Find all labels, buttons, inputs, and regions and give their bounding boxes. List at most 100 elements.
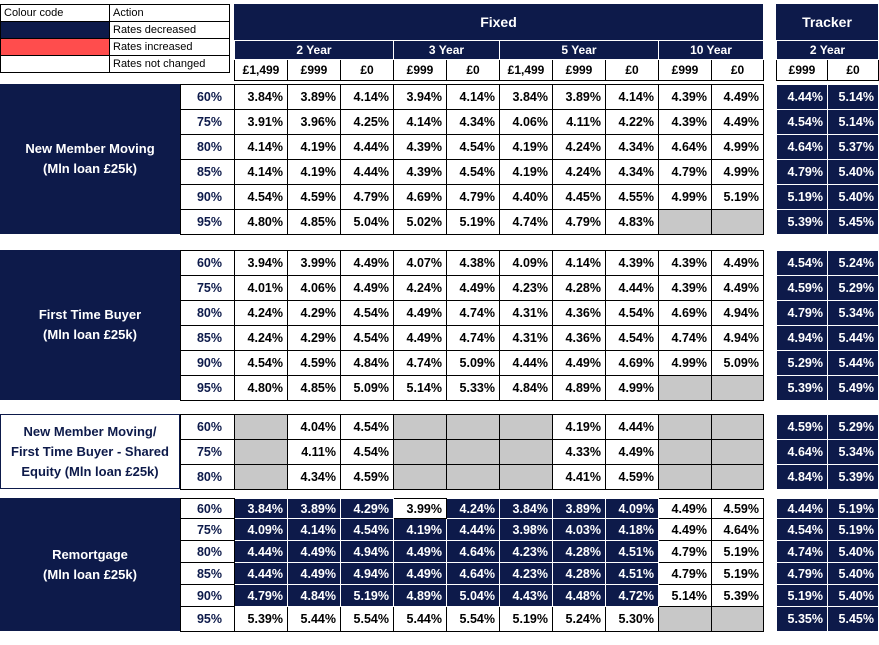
rate-cell — [658, 464, 712, 490]
rate-cell: 4.55% — [605, 184, 659, 210]
term-3-year: 3 Year — [393, 40, 500, 60]
rate-cell: 4.69% — [658, 300, 712, 326]
rate-cell: 4.80% — [234, 209, 288, 235]
rate-cell — [499, 414, 553, 440]
rate-row: 90% 4.54% 4.59% 4.79% 4.69% 4.79% 4.40% 4.45% 4.… — [180, 184, 764, 210]
rate-cell: 4.03% — [552, 518, 606, 541]
tracker-rate-cell: 4.79% — [776, 300, 828, 326]
rate-cell: 5.19% — [711, 562, 764, 585]
rate-cell: 4.54% — [340, 439, 394, 465]
tracker-rate-cell: 4.94% — [776, 325, 828, 351]
rate-cell — [446, 439, 500, 465]
rate-row: 80% 4.14% 4.19% 4.44% 4.39% 4.54% 4.19% 4.24% 4.… — [180, 134, 764, 160]
legend-swatch-increased — [0, 38, 110, 56]
rate-cell: 3.84% — [234, 498, 288, 519]
rate-cell: 4.49% — [393, 325, 447, 351]
rate-cell: 4.74% — [446, 325, 500, 351]
rate-row: 80% 4.24% 4.29% 4.54% 4.49% 4.74% 4.31% 4.36% 4.… — [180, 300, 764, 326]
rate-cell: 4.24% — [234, 300, 288, 326]
fixed-rate-table: 60% 4.04% 4.54% 4.19% 4.44% 75% 4.11% 4.54% 4.33… — [180, 414, 764, 490]
rate-cell: 4.19% — [499, 159, 553, 185]
rate-cell: 4.11% — [552, 109, 606, 135]
term-5-year: 5 Year — [499, 40, 659, 60]
rate-cell — [711, 439, 764, 465]
rate-cell: 4.94% — [711, 300, 764, 326]
rate-cell: 4.19% — [287, 159, 341, 185]
rate-row: 80% 4.34% 4.59% 4.41% 4.59% — [180, 464, 764, 490]
tracker-rate-cell: 5.45% — [827, 209, 879, 235]
colour-code-legend: Colour code Action Rates decreased Rates… — [0, 4, 230, 73]
rate-cell: 4.54% — [605, 300, 659, 326]
fixed-rate-table: 60% 3.84% 3.89% 4.14% 3.94% 4.14% 3.84% 3.89% 4.… — [180, 84, 764, 235]
rate-cell: 4.72% — [605, 584, 659, 607]
rate-row: 90% 4.54% 4.59% 4.84% 4.74% 5.09% 4.44% 4.49% 4.… — [180, 350, 764, 376]
rate-cell: 4.59% — [711, 498, 764, 519]
rate-cell: 3.99% — [287, 250, 341, 276]
rate-cell: 4.14% — [393, 109, 447, 135]
rate-cell: 4.19% — [499, 134, 553, 160]
rate-row: 75% 4.11% 4.54% 4.33% 4.49% — [180, 439, 764, 465]
rate-cell: 3.84% — [499, 498, 553, 519]
rate-cell: 4.39% — [658, 275, 712, 301]
rate-cell: 4.09% — [234, 518, 288, 541]
tracker-rate-cell: 4.79% — [776, 562, 828, 585]
rate-cell: 3.89% — [552, 498, 606, 519]
rate-cell: 3.91% — [234, 109, 288, 135]
rate-row: 60% 3.84% 3.89% 4.29% 3.99% 4.24% 3.84% 3.89% 4.… — [180, 498, 764, 519]
rate-cell: 4.89% — [393, 584, 447, 607]
rate-cell: 4.19% — [552, 414, 606, 440]
rate-cell: 4.44% — [446, 518, 500, 541]
rate-row: 95% 5.39% 5.44% 5.54% 5.44% 5.54% 5.19% 5.24% 5.… — [180, 606, 764, 632]
rate-cell: 5.09% — [340, 375, 394, 401]
tracker-rate-cell: 4.79% — [776, 159, 828, 185]
ltv-label: 85% — [180, 159, 235, 185]
ltv-label: 90% — [180, 184, 235, 210]
rate-cell: 5.39% — [711, 584, 764, 607]
tracker-rate-cell: 4.54% — [776, 109, 828, 135]
ltv-label: 60% — [180, 250, 235, 276]
tracker-fee: £0 — [827, 59, 879, 81]
rate-cell: 4.49% — [393, 562, 447, 585]
tracker-rate-cell: 5.45% — [827, 606, 879, 632]
rate-cell: 4.09% — [499, 250, 553, 276]
fee-column-header: £1,499 — [499, 59, 553, 81]
ltv-label: 95% — [180, 606, 235, 632]
rate-cell: 4.39% — [658, 84, 712, 110]
rate-row: 85% 4.44% 4.49% 4.94% 4.49% 4.64% 4.23% 4.28% 4.… — [180, 562, 764, 585]
ltv-label: 85% — [180, 325, 235, 351]
rate-cell: 4.38% — [446, 250, 500, 276]
tracker-rate-cell: 5.39% — [776, 375, 828, 401]
tracker-rate-cell: 5.19% — [776, 584, 828, 607]
legend-swatch-unchanged — [0, 55, 110, 73]
tracker-rate-cell: 4.74% — [776, 540, 828, 563]
tracker-rate-cell: 5.40% — [827, 159, 879, 185]
rate-cell: 4.14% — [287, 518, 341, 541]
term-2-year: 2 Year — [234, 40, 394, 60]
ltv-label: 60% — [180, 84, 235, 110]
legend-swatch-decreased — [0, 21, 110, 39]
rate-cell: 5.09% — [446, 350, 500, 376]
rate-row: 60% 3.94% 3.99% 4.49% 4.07% 4.38% 4.09% 4.14% 4.… — [180, 250, 764, 276]
rate-cell: 5.44% — [393, 606, 447, 632]
rate-cell: 4.49% — [711, 84, 764, 110]
tracker-rate-cell: 5.14% — [827, 84, 879, 110]
rate-cell: 4.79% — [234, 584, 288, 607]
rate-cell: 4.64% — [658, 134, 712, 160]
tracker-rate-cell: 5.37% — [827, 134, 879, 160]
rate-row: 60% 3.84% 3.89% 4.14% 3.94% 4.14% 3.84% 3.89% 4.… — [180, 84, 764, 110]
tracker-rate-cell: 5.19% — [827, 518, 879, 541]
ltv-label: 75% — [180, 439, 235, 465]
rate-cell: 4.79% — [340, 184, 394, 210]
rate-cell: 4.14% — [234, 159, 288, 185]
rate-cell: 3.84% — [499, 84, 553, 110]
rate-cell: 5.14% — [393, 375, 447, 401]
rate-cell: 4.19% — [393, 518, 447, 541]
ltv-label: 80% — [180, 464, 235, 490]
term-10-year: 10 Year — [658, 40, 764, 60]
rate-cell: 4.34% — [605, 134, 659, 160]
rate-cell: 4.59% — [287, 184, 341, 210]
rate-cell: 3.98% — [499, 518, 553, 541]
rate-cell: 4.80% — [234, 375, 288, 401]
fee-column-header: £0 — [446, 59, 500, 81]
tracker-rate-cell: 5.39% — [827, 464, 879, 490]
